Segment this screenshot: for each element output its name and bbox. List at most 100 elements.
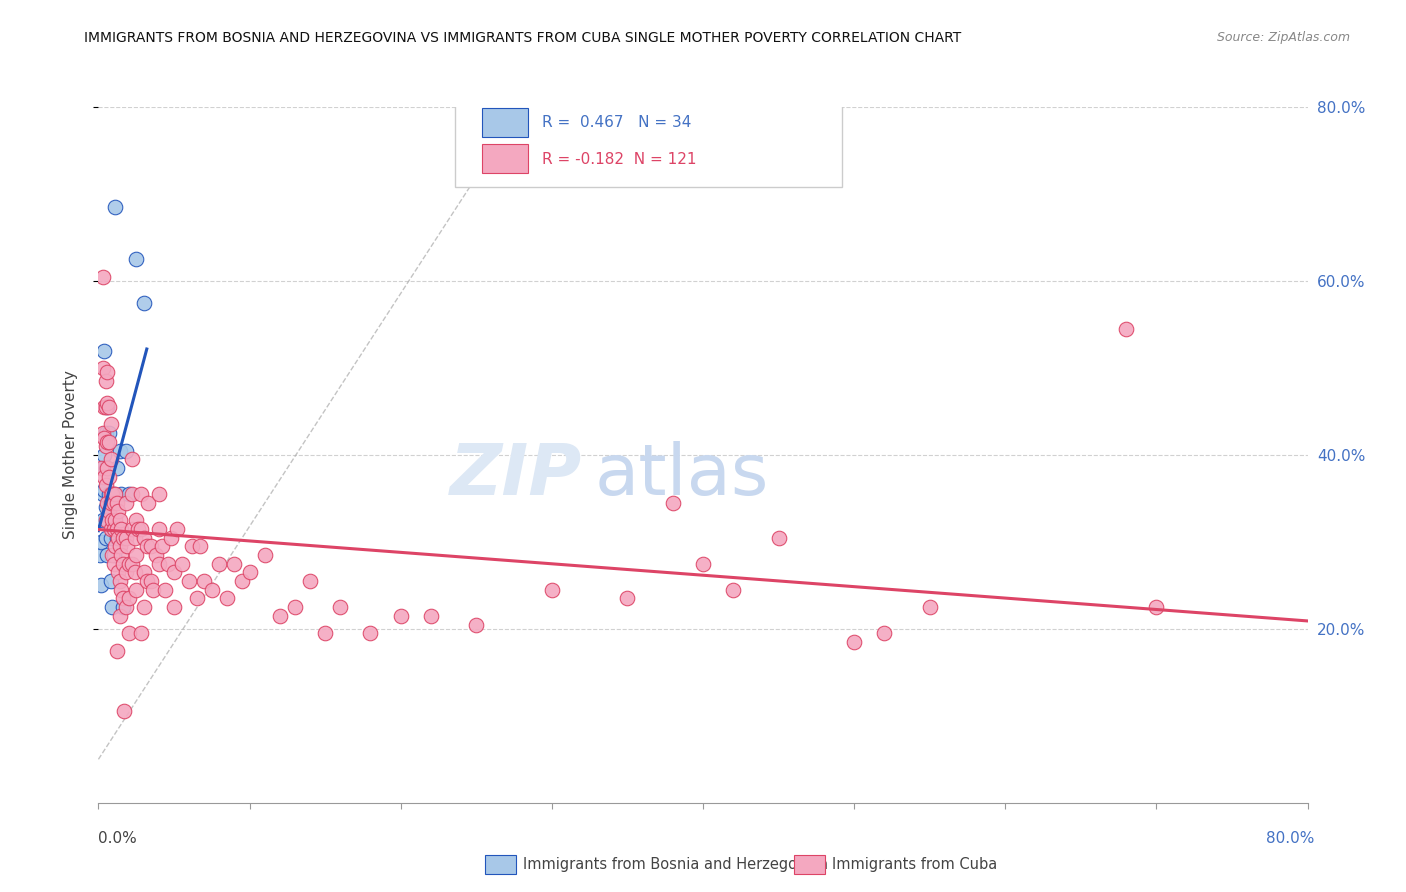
Point — [110, 522, 132, 536]
Point — [105, 461, 128, 475]
Point — [96, 461, 118, 475]
Point — [156, 557, 179, 571]
Text: Source: ZipAtlas.com: Source: ZipAtlas.com — [1216, 31, 1350, 45]
Point — [103, 522, 125, 536]
Point — [135, 539, 157, 553]
Point — [91, 513, 114, 527]
Point — [94, 461, 117, 475]
Point — [94, 439, 117, 453]
Point — [103, 557, 125, 571]
Point — [105, 643, 128, 657]
Point — [360, 626, 382, 640]
Point — [101, 548, 124, 562]
Point — [93, 483, 115, 497]
Point — [181, 539, 204, 553]
Point — [208, 557, 231, 571]
Point — [91, 360, 114, 375]
Point — [132, 566, 155, 580]
Text: 80.0%: 80.0% — [1267, 831, 1315, 846]
Point — [148, 487, 170, 501]
Point — [108, 443, 131, 458]
Text: R = -0.182  N = 121: R = -0.182 N = 121 — [543, 152, 697, 167]
Point — [90, 534, 112, 549]
Point — [103, 496, 125, 510]
Point — [299, 574, 322, 588]
Text: ZIP: ZIP — [450, 442, 582, 510]
Point — [108, 513, 131, 527]
Point — [91, 487, 114, 501]
Point — [101, 487, 124, 501]
Point — [616, 591, 638, 606]
Point — [94, 426, 117, 441]
Point — [142, 582, 165, 597]
Point — [1144, 600, 1167, 615]
Point — [420, 608, 443, 623]
Point — [132, 531, 155, 545]
Point — [141, 574, 163, 588]
Point — [314, 626, 336, 640]
FancyBboxPatch shape — [456, 90, 842, 187]
Point — [94, 400, 117, 414]
Text: 0.0%: 0.0% — [98, 831, 138, 846]
Point — [105, 496, 128, 510]
Point — [103, 487, 125, 501]
Point — [918, 600, 941, 615]
Point — [160, 531, 183, 545]
Point — [96, 365, 118, 379]
Point — [98, 504, 121, 518]
Point — [105, 522, 128, 536]
Point — [118, 591, 141, 606]
Point — [114, 566, 136, 580]
Point — [125, 513, 148, 527]
Point — [98, 426, 121, 441]
Point — [662, 496, 685, 510]
Point — [224, 557, 246, 571]
Point — [188, 539, 211, 553]
Point — [100, 522, 122, 536]
Point — [118, 626, 141, 640]
Point — [100, 417, 122, 432]
Point — [540, 582, 562, 597]
Point — [108, 574, 131, 588]
Point — [132, 600, 155, 615]
Point — [141, 539, 163, 553]
Text: R =  0.467   N = 34: R = 0.467 N = 34 — [543, 115, 692, 130]
Point — [100, 531, 122, 545]
Point — [170, 557, 193, 571]
Point — [121, 557, 143, 571]
Point — [94, 531, 117, 545]
Text: Immigrants from Bosnia and Herzegovina: Immigrants from Bosnia and Herzegovina — [523, 857, 828, 871]
Point — [723, 582, 745, 597]
Point — [110, 582, 132, 597]
Point — [90, 578, 112, 592]
Point — [129, 522, 152, 536]
Point — [132, 295, 155, 310]
Point — [98, 469, 121, 483]
Point — [129, 487, 152, 501]
Point — [844, 635, 866, 649]
Point — [107, 531, 129, 545]
Point — [186, 591, 208, 606]
Point — [93, 469, 115, 483]
Point — [231, 574, 253, 588]
Point — [163, 566, 186, 580]
Point — [107, 566, 129, 580]
Point — [104, 200, 127, 214]
Point — [121, 452, 143, 467]
Point — [166, 522, 188, 536]
Point — [284, 600, 307, 615]
Point — [91, 426, 114, 441]
Point — [124, 531, 146, 545]
Point — [118, 487, 141, 501]
Point — [269, 608, 291, 623]
Point — [108, 539, 131, 553]
Point — [110, 548, 132, 562]
Point — [136, 496, 159, 510]
Point — [93, 448, 115, 462]
Point — [96, 434, 118, 449]
Point — [125, 252, 148, 267]
Point — [111, 557, 134, 571]
Point — [100, 452, 122, 467]
Point — [100, 574, 122, 588]
Point — [150, 539, 173, 553]
